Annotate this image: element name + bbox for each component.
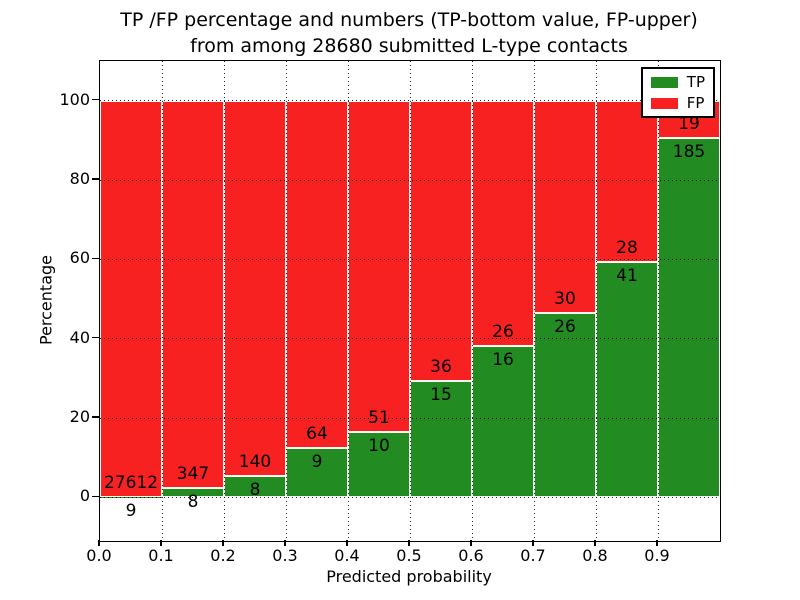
x-tick-mark	[470, 540, 472, 546]
x-tick-mark	[532, 540, 534, 546]
x-tick-mark	[98, 540, 100, 546]
legend-swatch-tp	[650, 76, 678, 88]
x-tick-mark	[594, 540, 596, 546]
bar-segment-fp	[286, 100, 348, 449]
bar-segment-tp	[534, 313, 596, 498]
x-tick-label: 0.8	[582, 546, 608, 565]
x-tick-label: 0.5	[396, 546, 422, 565]
y-tick-mark	[92, 98, 99, 101]
bar-segment-tp	[224, 475, 286, 498]
bar-segment-fp	[410, 100, 472, 381]
legend-entry: FP	[650, 94, 705, 112]
x-tick-label: 0.7	[520, 546, 546, 565]
bar-segment-fp	[596, 100, 658, 262]
bars-layer	[100, 61, 720, 541]
y-tick-label: 20	[69, 407, 90, 427]
bar-segment-fp	[100, 100, 162, 498]
x-tick-label: 0.2	[210, 546, 236, 565]
x-tick-label: 0.1	[148, 546, 174, 565]
y-tick-label: 60	[69, 248, 90, 268]
bar-segment-fp	[348, 100, 410, 433]
bar-segment-fp	[472, 100, 534, 347]
bar-segment-fp	[162, 100, 224, 489]
y-tick-label: 40	[69, 327, 90, 347]
bar-segment-tp	[472, 346, 534, 498]
y-tick-mark	[92, 257, 99, 260]
x-tick-label: 0.3	[272, 546, 298, 565]
bar-segment-tp	[658, 137, 720, 498]
x-tick-mark	[284, 540, 286, 546]
y-tick-mark	[92, 416, 99, 418]
x-tick-mark	[346, 540, 348, 546]
bar-segment-tp	[596, 261, 658, 498]
x-tick-mark	[408, 540, 410, 546]
plot-area: 27612 9 347 8 140 8 64 9 51 10 36 15 26 16 30 26 28 41 19 1…	[99, 60, 721, 542]
x-tick-mark	[160, 540, 162, 546]
y-tick-mark	[92, 495, 99, 498]
y-tick-label: 100	[59, 89, 90, 109]
x-tick-label: 0.9	[644, 546, 670, 565]
x-tick-label: 0.6	[458, 546, 484, 565]
x-tick-label: 0.0	[86, 546, 112, 565]
bar-segment-tp	[348, 432, 410, 498]
legend-swatch-fp	[650, 97, 678, 109]
legend-label-tp: TP	[686, 73, 705, 91]
y-tick-mark	[92, 336, 99, 339]
chart-title-line1: TP /FP percentage and numbers (TP-bottom…	[120, 9, 698, 31]
y-tick-mark	[92, 178, 99, 180]
legend: TP FP	[640, 67, 715, 118]
y-tick-label: 0	[79, 486, 90, 506]
bar-segment-tp	[162, 488, 224, 498]
x-tick-mark	[222, 540, 224, 546]
chart-title: TP /FP percentage and numbers (TP-bottom…	[99, 7, 719, 59]
chart-title-line2: from among 28680 submitted L-type contac…	[190, 35, 628, 57]
bar-segment-fp	[534, 100, 596, 314]
legend-entry: TP	[650, 73, 705, 91]
x-tick-label: 0.4	[334, 546, 360, 565]
bar-segment-tp	[286, 448, 348, 498]
x-axis-label: Predicted probability	[326, 567, 492, 586]
bar-segment-tp	[410, 380, 472, 498]
y-tick-label: 80	[69, 169, 90, 188]
x-tick-mark	[656, 540, 658, 546]
legend-label-fp: FP	[686, 94, 705, 112]
bar-segment-fp	[224, 100, 286, 476]
